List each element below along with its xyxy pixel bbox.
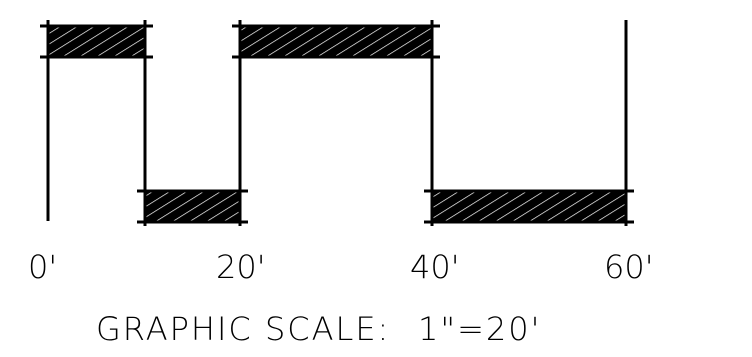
scale-bar-segment-20-40 — [239, 25, 433, 58]
scale-bars — [47, 25, 627, 223]
tick-label-20: 20' — [216, 248, 266, 286]
scale-bar-segment-0-10 — [47, 25, 146, 58]
scale-caption: GRAPHIC SCALE: 1"=20' — [96, 310, 541, 348]
scale-title: GRAPHIC SCALE: — [96, 310, 390, 348]
edge-ticks — [40, 24, 634, 224]
scale-ratio: 1"=20' — [418, 310, 541, 348]
tick-label-40: 40' — [410, 248, 460, 286]
scale-bar-segment-40-60 — [431, 190, 627, 223]
tick-label-0: 0' — [28, 248, 57, 286]
tick-label-60: 60' — [604, 248, 654, 286]
tick-labels: 0' 20' 40' 60' — [28, 248, 654, 286]
scale-bar-segment-10-20 — [144, 190, 241, 223]
